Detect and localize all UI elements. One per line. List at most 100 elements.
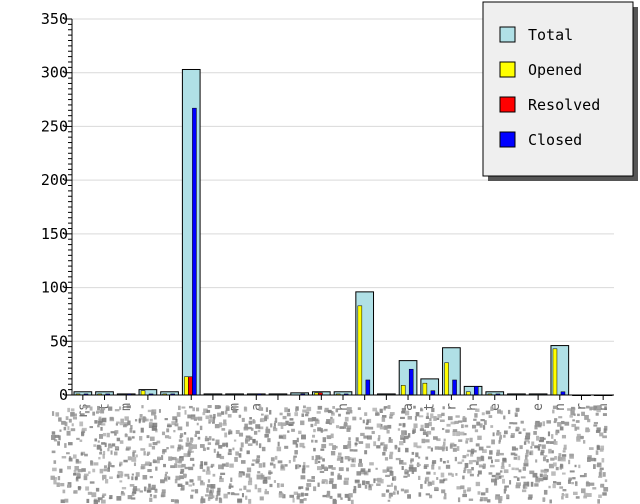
scribble-dot (602, 435, 607, 439)
scribble-dot (81, 468, 86, 472)
scribble-dot (589, 482, 595, 486)
scribble-dot (265, 428, 271, 434)
scribble-dot (81, 427, 87, 432)
scribble-dot (122, 424, 127, 428)
scribble-dot (368, 483, 374, 487)
scribble-dot (339, 426, 345, 429)
scribble-dot (575, 420, 580, 423)
scribble-dot (174, 479, 178, 484)
scribble-dot (212, 419, 215, 424)
scribble-dot (148, 423, 154, 429)
scribble-dot (467, 468, 472, 474)
scribble-dot (397, 428, 401, 431)
scribble-dot (324, 407, 329, 412)
scribble-dot (101, 423, 106, 426)
scribble-dot (311, 455, 314, 461)
scribble-dot (388, 494, 392, 499)
scribble-dot (498, 475, 504, 478)
scribble-dot (541, 444, 546, 449)
scribble-dot (515, 447, 519, 451)
scribble-dot (95, 487, 100, 492)
scribble-dot (253, 430, 258, 435)
scribble-dot (175, 458, 179, 464)
scribble-dot (282, 434, 287, 440)
scribble-dot (238, 453, 242, 458)
scribble-dot (389, 412, 395, 416)
scribble-dot (386, 429, 390, 434)
scribble-dot (498, 475, 502, 479)
scribble-dot (420, 484, 423, 489)
scribble-dot (445, 446, 448, 451)
scribble-dot (259, 496, 264, 501)
scribble-dot (508, 463, 511, 467)
scribble-dot (180, 468, 185, 473)
scribble-dot (219, 455, 225, 460)
scribble-dot (470, 453, 474, 457)
scribble-dot (199, 444, 205, 448)
scribble-dot (434, 446, 439, 450)
scribble-dot (543, 437, 546, 440)
scribble-dot (395, 457, 401, 461)
scribble-dot (402, 462, 407, 465)
scribble-dot (315, 418, 319, 422)
scribble-dot (195, 430, 200, 435)
scribble-dot (120, 492, 126, 496)
scribble-dot (518, 431, 522, 434)
scribble-dot (116, 496, 122, 501)
scribble-dot (101, 442, 106, 445)
scribble-dot (158, 409, 161, 413)
y-tick-label: 250 (41, 117, 68, 135)
scribble-dot (215, 439, 220, 445)
scribble-dot (404, 410, 410, 416)
scribble-dot (89, 406, 93, 411)
scribble-dot (434, 486, 439, 490)
scribble-dot (443, 496, 447, 500)
bar-closed (473, 386, 479, 396)
scribble-dot (300, 475, 306, 480)
scribble-dot (131, 457, 137, 462)
scribble-dot (595, 412, 599, 416)
scribble-dot (520, 420, 524, 424)
scribble-dot (301, 434, 306, 440)
scribble-dot (399, 441, 404, 446)
scribble-dot (498, 437, 501, 443)
scribble-dot (73, 473, 77, 476)
scribble-dot (488, 415, 493, 418)
scribble-dot (142, 417, 147, 422)
scribble-dot (561, 454, 567, 457)
scribble-dot (490, 459, 493, 464)
scribble-dot (296, 437, 299, 443)
scribble-dot (327, 410, 332, 413)
scribble-dot (599, 432, 604, 437)
scribble-dot (235, 451, 239, 456)
scribble-dot (587, 418, 591, 423)
scribble-dot (205, 470, 211, 475)
scribble-dot (295, 464, 300, 469)
scribble-dot (212, 416, 216, 420)
scribble-dot (368, 484, 371, 488)
scribble-dot (412, 430, 415, 435)
scribble-dot (77, 468, 83, 473)
scribble-dot (111, 465, 115, 468)
bar-closed (408, 368, 414, 396)
scribble-dot (210, 463, 215, 467)
scribble-dot (141, 405, 144, 409)
scribble-dot (90, 460, 94, 466)
scribble-dot (194, 416, 199, 420)
scribble-dot (463, 489, 467, 494)
scribble-dot (360, 470, 365, 475)
scribble-dot (510, 435, 514, 439)
scribble-dot (317, 427, 322, 432)
scribble-dot (215, 495, 219, 500)
scribble-dot (593, 421, 599, 425)
scribble-dot (98, 433, 104, 439)
scribble-dot (181, 463, 186, 468)
scribble-dot (600, 484, 603, 488)
scribble-dot (86, 498, 90, 503)
scribble-dot (185, 442, 191, 447)
scribble-dot (407, 474, 410, 477)
scribble-dot (307, 479, 311, 482)
scribble-dot (161, 450, 165, 455)
scribble-dot (343, 480, 349, 485)
